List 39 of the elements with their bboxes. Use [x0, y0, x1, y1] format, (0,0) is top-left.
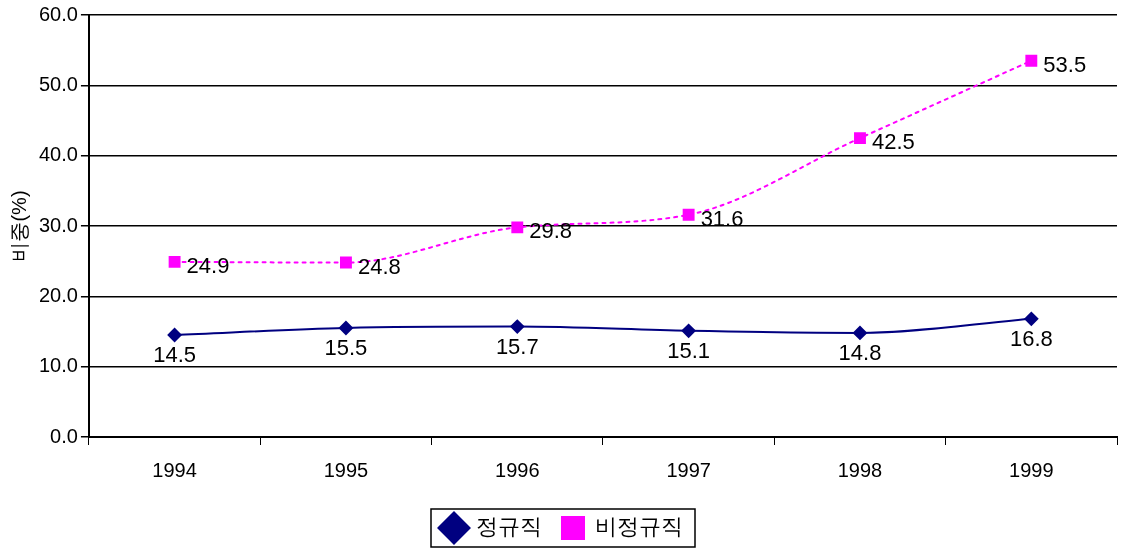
x-tick-label: 1996	[495, 458, 540, 481]
data-label: 29.8	[529, 218, 573, 244]
legend-label: 비정규직	[595, 514, 683, 540]
data-label: 42.5	[871, 129, 915, 155]
data-label: 53.5	[1043, 51, 1087, 77]
x-tick-label: 1995	[323, 458, 369, 481]
point	[510, 319, 525, 334]
legend-label: 정규직	[476, 514, 542, 540]
point	[340, 256, 352, 269]
point	[1025, 54, 1038, 67]
y-tick-label: 30.0	[38, 213, 78, 236]
x-tick-label: 1999	[1009, 458, 1054, 481]
point	[1024, 311, 1039, 326]
data-label: 15.1	[667, 337, 711, 363]
data-label: 14.8	[838, 339, 882, 365]
data-label: 24.9	[186, 252, 230, 278]
point	[511, 221, 524, 234]
point	[852, 325, 867, 340]
point	[681, 323, 696, 338]
point	[338, 320, 353, 335]
y-tick-label: 40.0	[38, 143, 78, 166]
point	[168, 255, 181, 268]
data-label: 15.7	[495, 333, 539, 359]
x-tick-label: 1994	[152, 458, 197, 481]
x-tick-label: 1997	[666, 458, 711, 481]
x-tick-label: 1998	[837, 458, 883, 481]
y-axis-title: 비중(%)	[7, 190, 30, 262]
point	[167, 328, 182, 343]
y-tick-label: 60.0	[38, 2, 78, 25]
point	[854, 132, 866, 145]
data-label: 14.5	[153, 342, 197, 368]
data-label: 16.8	[1009, 325, 1053, 351]
point	[682, 208, 695, 221]
y-tick-label: 0.0	[50, 424, 78, 447]
data-label: 15.5	[324, 335, 368, 361]
y-tick-label: 20.0	[38, 283, 78, 306]
data-label: 24.8	[357, 253, 401, 279]
y-tick-label: 10.0	[38, 354, 78, 377]
y-tick-label: 50.0	[38, 72, 78, 95]
